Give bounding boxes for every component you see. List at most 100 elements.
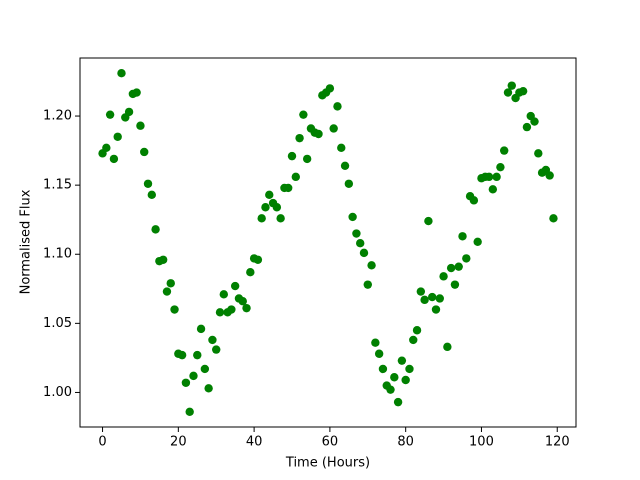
point <box>132 88 141 97</box>
point <box>424 216 433 226</box>
point <box>397 356 407 365</box>
point <box>257 214 266 223</box>
point <box>352 229 361 238</box>
point <box>151 225 160 234</box>
point <box>291 172 300 182</box>
point <box>412 326 422 335</box>
point <box>158 255 168 264</box>
point <box>458 232 467 241</box>
point <box>162 287 172 296</box>
point <box>284 183 293 193</box>
plot-area <box>80 58 576 427</box>
point <box>401 375 410 385</box>
point <box>193 350 202 360</box>
point <box>242 303 251 313</box>
point <box>265 190 274 200</box>
point <box>356 238 365 248</box>
point <box>230 281 240 291</box>
point <box>367 261 376 270</box>
point <box>454 262 463 271</box>
point <box>189 371 198 381</box>
point <box>386 385 395 394</box>
point <box>185 407 194 416</box>
point <box>439 272 448 281</box>
x-tick-label: 120 <box>545 435 570 450</box>
point <box>136 121 145 130</box>
point <box>166 279 175 288</box>
point <box>435 294 444 303</box>
point <box>276 214 285 223</box>
point <box>143 179 153 188</box>
point <box>105 110 115 119</box>
point <box>215 308 225 317</box>
point <box>359 248 369 258</box>
point <box>378 364 388 374</box>
point <box>109 154 119 164</box>
point <box>446 263 456 273</box>
point <box>549 214 558 223</box>
point <box>272 203 282 212</box>
point <box>503 88 513 97</box>
point <box>518 86 528 96</box>
point <box>212 345 221 354</box>
point <box>177 350 187 360</box>
point <box>420 295 429 305</box>
point <box>507 81 516 90</box>
point <box>261 203 270 212</box>
point <box>329 124 338 133</box>
point <box>348 212 357 222</box>
point <box>374 349 384 358</box>
point <box>140 147 149 157</box>
x-tick-label: 20 <box>170 435 187 450</box>
point <box>204 384 213 393</box>
point <box>462 254 471 263</box>
x-tick-label: 60 <box>322 435 339 450</box>
point <box>363 280 372 289</box>
point <box>499 146 509 155</box>
point <box>246 268 255 277</box>
point <box>196 324 206 334</box>
point <box>530 117 539 126</box>
point <box>522 122 532 132</box>
point <box>545 171 554 180</box>
x-axis-label: Time (Hours) <box>285 456 370 471</box>
point <box>469 196 479 205</box>
x-tick-label: 0 <box>98 435 106 450</box>
point <box>181 378 191 387</box>
point <box>473 237 482 247</box>
x-tick-label: 80 <box>397 435 414 450</box>
point <box>113 132 122 141</box>
point <box>147 190 157 200</box>
point <box>484 172 494 182</box>
point <box>344 179 354 188</box>
point <box>287 151 297 161</box>
y-tick-label: 1.05 <box>43 316 72 331</box>
point <box>253 255 263 264</box>
point <box>534 149 543 158</box>
point <box>340 161 350 170</box>
point <box>102 143 111 153</box>
point <box>443 342 452 352</box>
point <box>299 110 308 119</box>
point <box>227 305 236 314</box>
point <box>200 364 210 374</box>
point <box>371 338 380 347</box>
point <box>405 364 414 374</box>
point <box>496 162 505 172</box>
point <box>488 185 498 194</box>
y-tick-label: 1.20 <box>43 109 72 124</box>
point <box>333 102 342 111</box>
point <box>450 280 460 289</box>
axes-frame <box>79 57 577 428</box>
point <box>325 84 335 93</box>
point <box>492 172 501 182</box>
y-tick-label: 1.00 <box>43 385 72 400</box>
point <box>314 129 323 139</box>
point <box>124 107 134 117</box>
point <box>390 373 399 382</box>
point <box>428 292 437 302</box>
point <box>431 305 441 314</box>
x-tick-label: 40 <box>246 435 263 450</box>
